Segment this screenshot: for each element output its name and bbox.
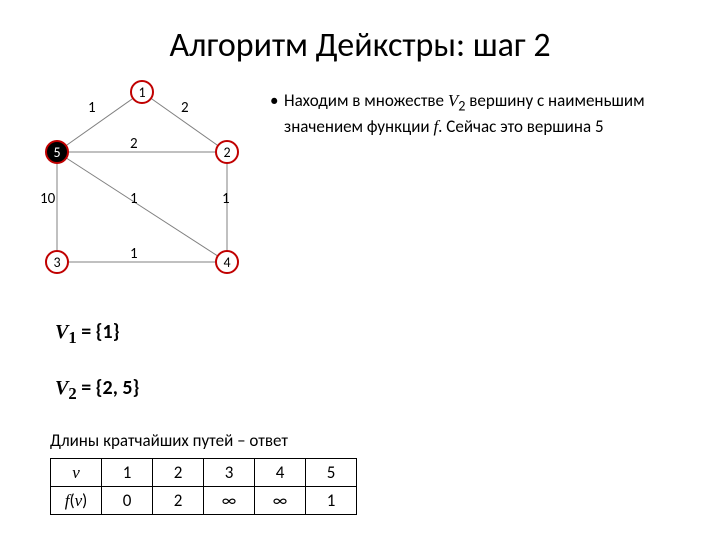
sets-block: V1 = {1} V2 = {2, 5} xyxy=(55,320,139,432)
edge-weight: 10 xyxy=(40,190,55,208)
graph-edge xyxy=(57,152,227,262)
graph-node-3: 3 xyxy=(45,250,69,274)
table-value-cell: ∞ xyxy=(204,487,255,515)
table-header-cell: 1 xyxy=(102,459,153,487)
graph-node-1: 1 xyxy=(130,80,154,104)
table-header-cell: 4 xyxy=(255,459,306,487)
edge-weight: 2 xyxy=(130,135,138,153)
table-value-cell: 0 xyxy=(102,487,153,515)
edge-weight: 1 xyxy=(88,99,96,117)
edge-weight: 1 xyxy=(222,190,230,208)
table-value-cell: 1 xyxy=(306,487,357,515)
table-value-row: f(v)02∞∞1 xyxy=(51,487,357,515)
set-v2: V2 = {2, 5} xyxy=(55,376,139,404)
bullet-explanation: •Находим в множестве V2 вершину с наимен… xyxy=(270,90,690,138)
edge-weight: 2 xyxy=(181,99,189,117)
table-header-cell: v xyxy=(51,459,102,487)
graph-node-2: 2 xyxy=(215,140,239,164)
table-header-cell: 5 xyxy=(306,459,357,487)
graph: 1 5 2 3 4 1 2 2 10 1 1 1 xyxy=(30,75,260,285)
set-v1: V1 = {1} xyxy=(55,320,139,348)
edge-weight: 1 xyxy=(130,190,138,208)
table-header-row: v12345 xyxy=(51,459,357,487)
table-header-cell: 3 xyxy=(204,459,255,487)
table-caption: Длины кратчайших путей – ответ xyxy=(50,430,288,451)
edge-weight: 1 xyxy=(130,245,138,263)
graph-node-4: 4 xyxy=(215,250,239,274)
graph-node-5: 5 xyxy=(45,140,69,164)
table-header-cell: 2 xyxy=(153,459,204,487)
table-value-cell: ∞ xyxy=(255,487,306,515)
distance-table: v12345 f(v)02∞∞1 xyxy=(50,458,357,515)
page-title: Алгоритм Дейкстры: шаг 2 xyxy=(0,25,720,66)
table-value-cell: 2 xyxy=(153,487,204,515)
bullet-body: Находим в множестве V2 вершину с наимень… xyxy=(284,90,684,138)
table-value-cell: f(v) xyxy=(51,487,102,515)
